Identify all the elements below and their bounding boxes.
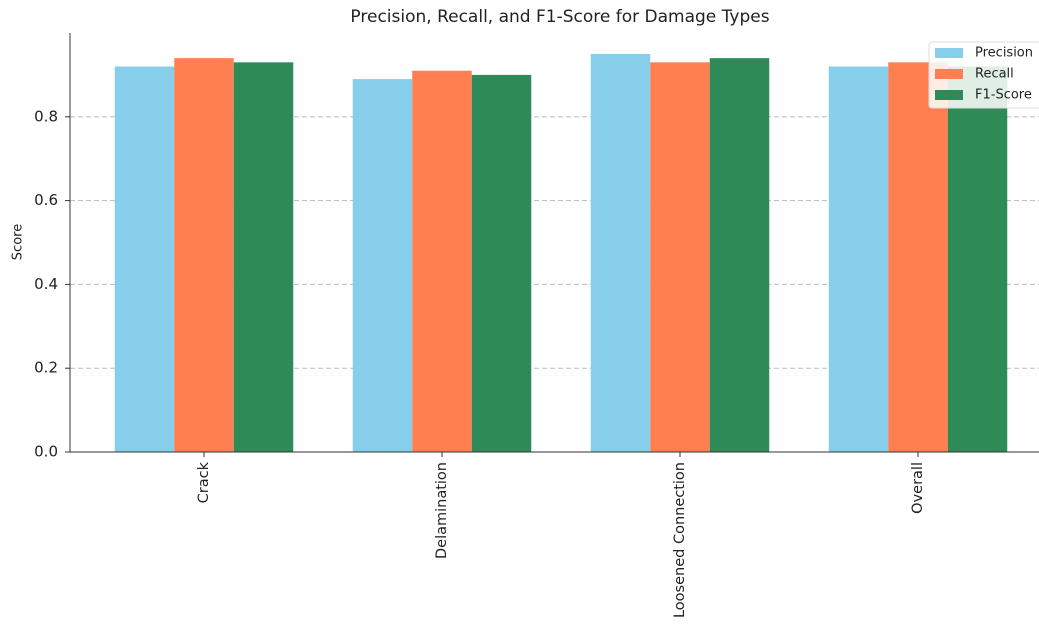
legend-swatch <box>935 69 963 79</box>
bar <box>352 79 413 452</box>
bar <box>947 66 1008 453</box>
legend-label: Recall <box>975 67 1014 82</box>
x-tick-label: Crack <box>196 461 212 503</box>
bar <box>174 58 234 452</box>
legend-swatch <box>935 90 963 100</box>
bar <box>828 66 889 453</box>
y-tick-label: 0.6 <box>34 191 58 209</box>
legend-swatch <box>935 48 963 58</box>
y-tick-label: 0.8 <box>34 107 58 125</box>
bar <box>412 70 472 453</box>
y-tick-label: 0.4 <box>34 275 58 293</box>
x-tick-label: Delamination <box>434 462 450 559</box>
legend-label: F1-Score <box>975 88 1032 103</box>
bar <box>709 58 770 452</box>
chart-title: Precision, Recall, and F1-Score for Dama… <box>350 7 769 27</box>
bar <box>471 74 532 453</box>
bar <box>590 53 651 452</box>
y-axis-label: Score <box>11 224 26 260</box>
x-tick-label: Loosened Connection <box>672 462 688 618</box>
bar <box>114 66 175 453</box>
y-tick-label: 0.0 <box>34 443 58 461</box>
bar <box>650 62 710 453</box>
bar <box>233 62 294 453</box>
x-tick-label: Overall <box>910 462 926 514</box>
y-tick-label: 0.2 <box>34 359 58 377</box>
legend-label: Precision <box>975 46 1033 61</box>
bar <box>888 62 948 453</box>
